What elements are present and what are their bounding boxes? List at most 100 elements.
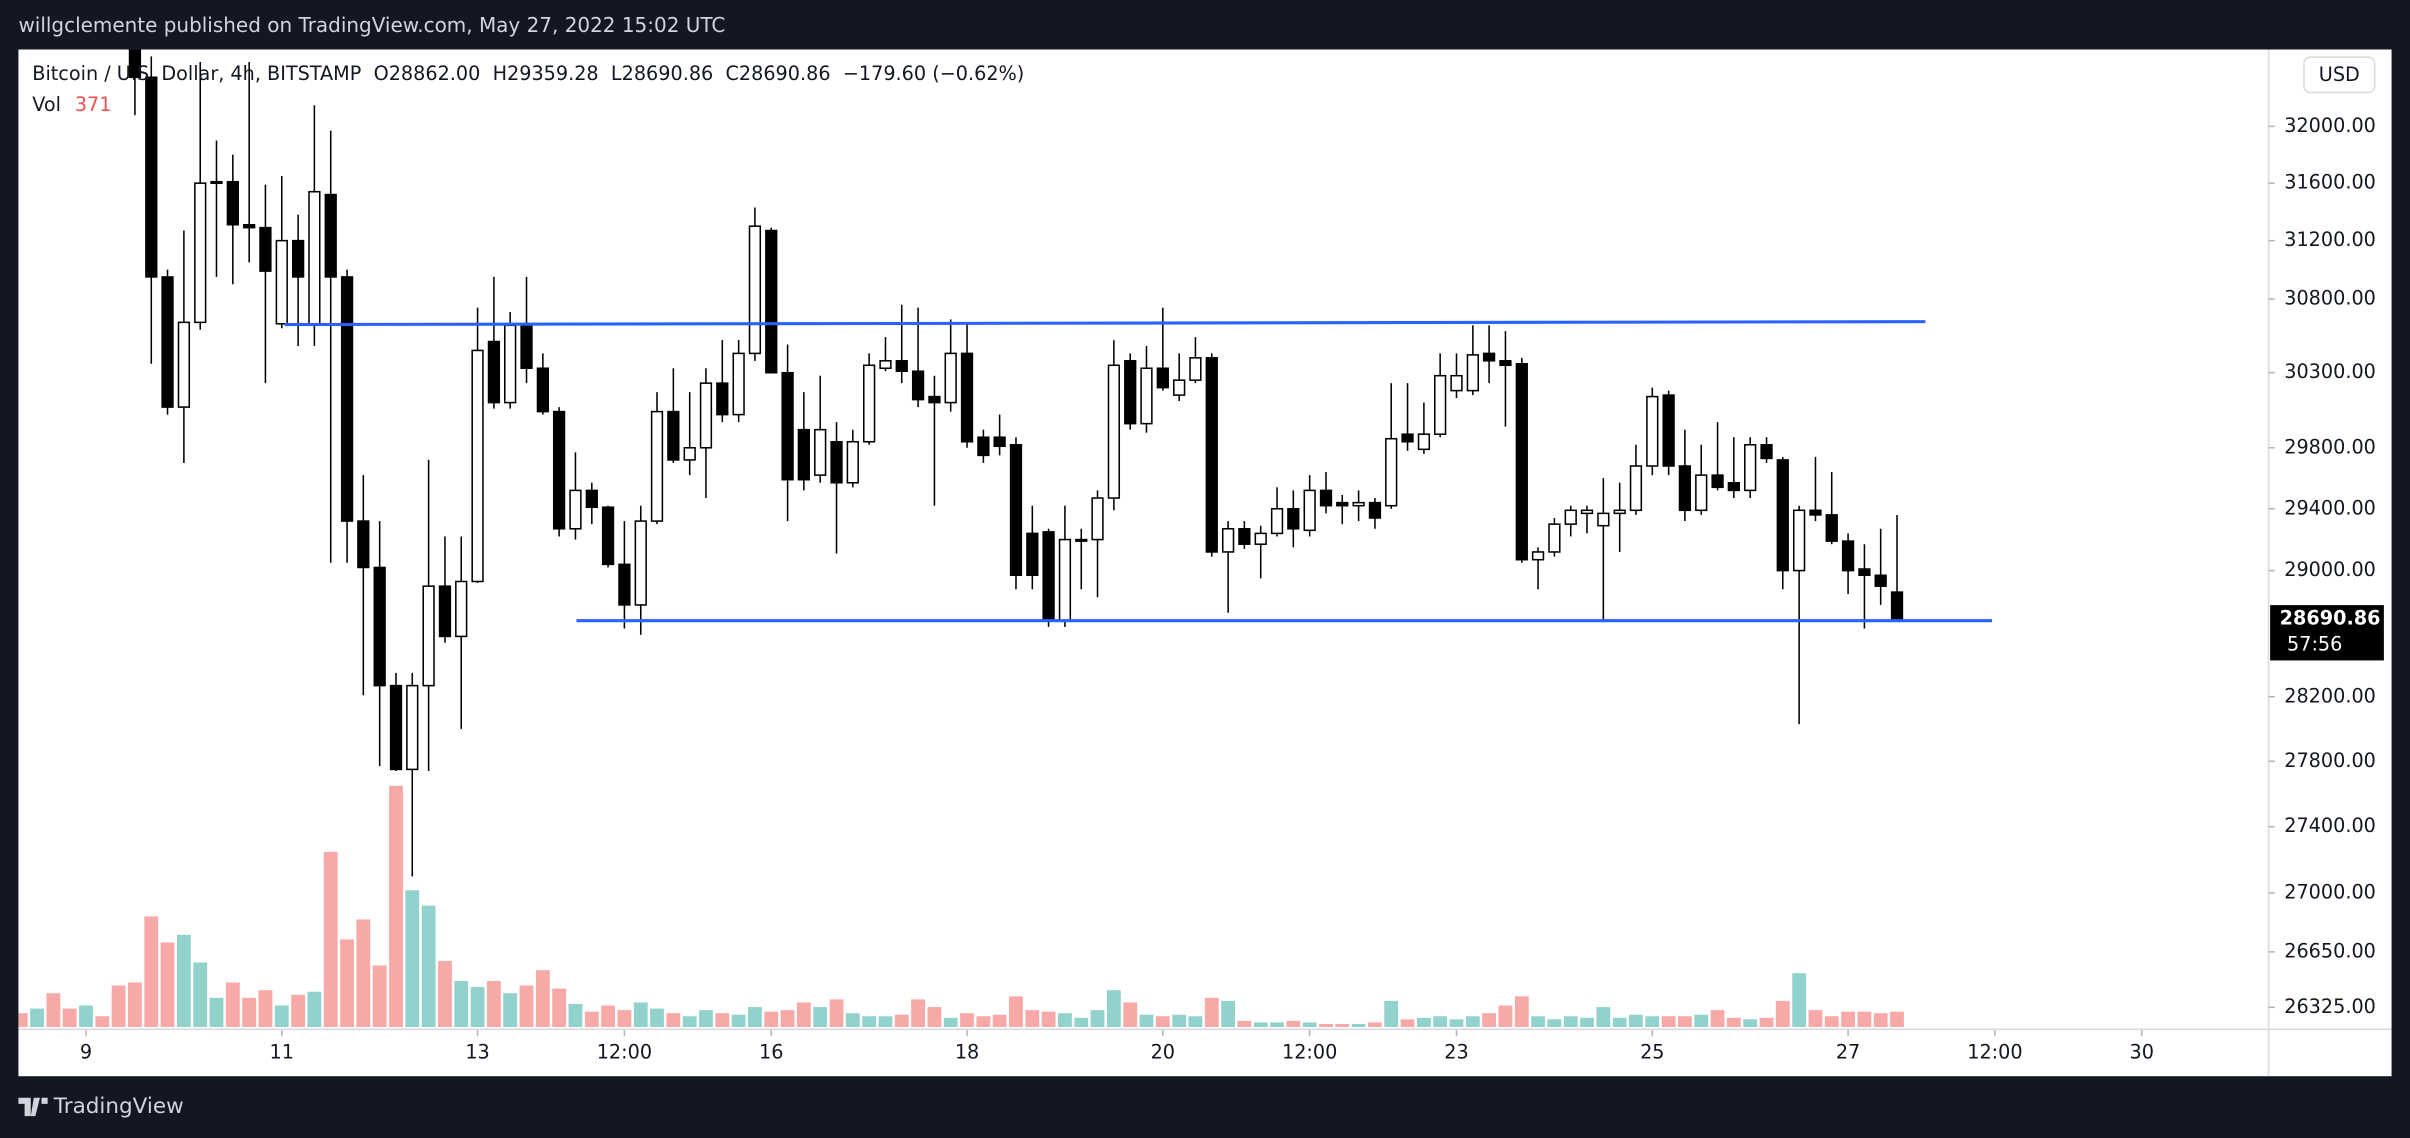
candle-body xyxy=(226,180,239,226)
candle-body xyxy=(683,447,696,461)
candle-body xyxy=(1548,523,1561,553)
candle-body xyxy=(1107,364,1121,499)
volume-bar xyxy=(95,1016,110,1028)
candle-body xyxy=(504,324,517,404)
currency-button[interactable] xyxy=(2303,56,2376,94)
volume-bar xyxy=(1074,1017,1089,1028)
candle-body xyxy=(667,410,680,461)
volume-bar xyxy=(666,1013,681,1028)
candle-body xyxy=(699,382,713,449)
volume-bar xyxy=(1890,1011,1904,1028)
volume-bar xyxy=(633,1002,648,1028)
candle-body xyxy=(1124,360,1137,425)
volume-bar xyxy=(568,1003,583,1028)
candle-body xyxy=(1075,538,1088,542)
candle-body xyxy=(993,436,1006,448)
volume-bar xyxy=(503,993,518,1028)
volume-bar xyxy=(731,1014,746,1028)
candle-body xyxy=(1009,443,1023,577)
candle-body xyxy=(308,190,321,325)
candle-body xyxy=(1091,497,1104,541)
candle-layer xyxy=(128,49,1904,877)
candle-body xyxy=(406,684,419,771)
volume-bar xyxy=(389,785,403,1028)
candle-body xyxy=(1858,568,1871,577)
candle-body xyxy=(1564,509,1577,525)
volume-bar xyxy=(30,1008,44,1028)
candle-body xyxy=(455,580,468,638)
candle-body xyxy=(520,324,533,370)
trend-line xyxy=(284,320,1926,327)
volume-bar xyxy=(160,942,175,1028)
candle-body xyxy=(1678,465,1692,512)
volume-bar xyxy=(193,962,208,1028)
volume-bar xyxy=(976,1016,991,1028)
candle-body xyxy=(1156,367,1169,389)
candle-body xyxy=(1319,489,1333,507)
volume-bar xyxy=(470,987,485,1028)
footer-logo: TradingView xyxy=(18,1094,184,1119)
volume-bar xyxy=(1580,1017,1594,1028)
candle-body xyxy=(438,585,452,638)
volume-bar xyxy=(796,1002,811,1028)
volume-bar xyxy=(1645,1016,1660,1028)
candle-body xyxy=(291,239,305,278)
candle-body xyxy=(1173,379,1186,396)
volume-bar xyxy=(111,985,126,1028)
last-price-label: 28690.86 xyxy=(2280,606,2381,629)
volume-bar xyxy=(291,994,306,1028)
volume-bar xyxy=(1694,1014,1709,1028)
currency-label[interactable]: USD xyxy=(2319,63,2360,86)
candle-body xyxy=(797,428,810,481)
candle-body xyxy=(1352,501,1365,507)
y-tick-label: 27000.00 xyxy=(2284,881,2376,904)
change-label: −179.60 (−0.62%) xyxy=(843,62,1024,85)
candle-body xyxy=(1189,357,1202,381)
volume-bar xyxy=(438,960,452,1028)
volume-bar xyxy=(274,1005,289,1028)
candle-body xyxy=(830,440,843,484)
candle-body xyxy=(210,180,223,185)
candle-body xyxy=(324,193,337,278)
volume-bar xyxy=(1237,1020,1252,1028)
volume-bar xyxy=(1563,1016,1578,1028)
volume-bar xyxy=(356,919,371,1028)
y-tick-label: 29400.00 xyxy=(2284,496,2376,519)
volume-bar xyxy=(650,1008,664,1028)
volume-bar xyxy=(258,990,273,1028)
legend: Bitcoin / U.S. Dollar, 4h, BITSTAMP O288… xyxy=(32,62,1024,85)
volume-bar xyxy=(1743,1019,1758,1028)
candle-body xyxy=(389,684,403,771)
candle-body xyxy=(1727,481,1740,492)
x-tick-label: 9 xyxy=(80,1041,92,1064)
candle-body xyxy=(1792,509,1806,572)
volume-bar xyxy=(960,1013,974,1028)
volume-bar xyxy=(829,999,844,1028)
volume-bar xyxy=(405,890,420,1028)
volume-bar xyxy=(1041,1011,1056,1028)
volume-bar xyxy=(1221,1000,1236,1028)
candle-body xyxy=(814,428,827,476)
candle-body xyxy=(552,410,566,530)
candle-body xyxy=(1580,509,1594,515)
x-tick-label: 27 xyxy=(1836,1041,1860,1064)
candle-body xyxy=(1760,443,1773,460)
volume-bar xyxy=(1384,1000,1399,1028)
candle-body xyxy=(1238,527,1251,545)
candle-body xyxy=(1744,443,1757,492)
volume-bar xyxy=(682,1016,697,1028)
y-tick-label: 27800.00 xyxy=(2284,749,2376,772)
x-tick-label: 12:00 xyxy=(1282,1041,1337,1064)
volume-bar xyxy=(878,1016,893,1028)
volume-bar xyxy=(1449,1019,1464,1028)
y-tick-label: 29800.00 xyxy=(2284,435,2376,458)
volume-bar xyxy=(1531,1016,1545,1028)
candle-body xyxy=(928,395,941,404)
volume-bar xyxy=(1759,1017,1774,1028)
candle-body xyxy=(895,360,908,372)
candle-body xyxy=(732,352,745,416)
candle-body xyxy=(1205,357,1218,553)
candle-body xyxy=(1874,574,1887,587)
volume-bar xyxy=(1090,1010,1105,1028)
candle-body xyxy=(422,585,435,687)
